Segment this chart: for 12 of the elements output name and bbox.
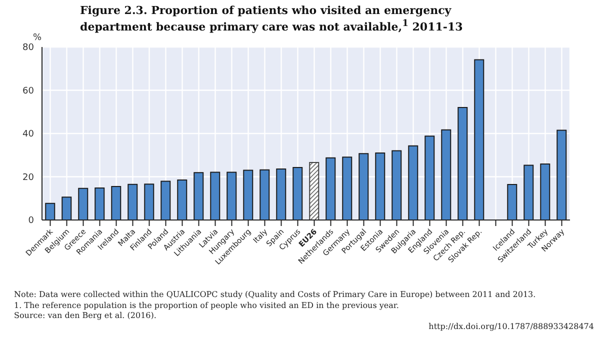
y-axis-title: % [33,33,42,43]
text: http://dx.doi.org/10.1787/888933428474 [428,322,594,332]
y-tick-label: 60 [22,86,34,96]
source-note: Source: van den Berg et al. (2016). [14,311,158,322]
bar [309,162,320,220]
text: 1. The reference population is the proportion of people who visited an ED in the previous year. [14,300,400,311]
chart-title: Figure 2.3. Proportion of patients who visited an emergency department because primary care was not available,$^{1}$ 2011-13 [80,4,464,34]
y-tick-label: 80 [22,43,34,54]
y-tick-label: 20 [22,172,34,183]
y-tick-label: 40 [22,130,34,140]
y-tick-label: 0 [28,216,34,226]
text: Note: Data were collected within the QUALICOPC study (Quality and Costs of Primary Care in Europe) between 2011 and 2013. [14,290,537,300]
